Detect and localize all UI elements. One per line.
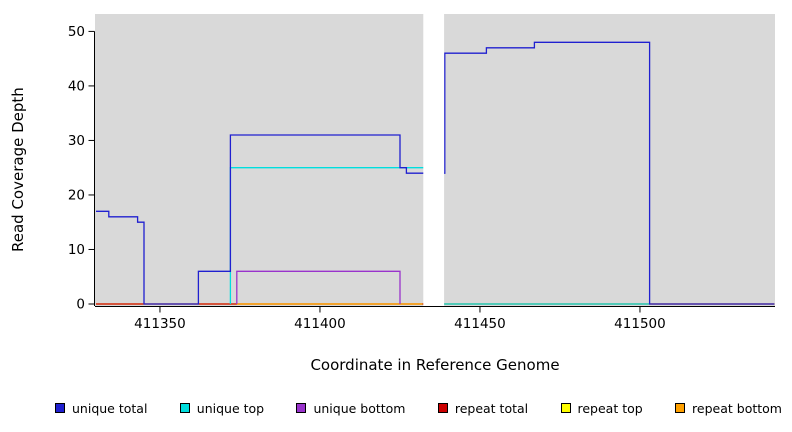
legend-item: unique bottom: [296, 400, 406, 416]
legend-item: repeat bottom: [675, 401, 782, 416]
masked-region: [423, 6, 445, 306]
x-tick-label: 411400: [294, 316, 346, 332]
x-tick-label: 411450: [454, 316, 506, 332]
legend-item: unique total: [55, 401, 147, 416]
legend-swatch: [296, 403, 307, 413]
y-tick-label: 0: [76, 297, 85, 313]
legend-swatch: [560, 403, 571, 413]
y-tick-label: 10: [68, 242, 85, 258]
legend-swatch: [675, 403, 686, 413]
legend-label: unique total: [72, 400, 148, 416]
legend-item: unique top: [179, 400, 265, 416]
legend-swatch: [55, 403, 65, 413]
x-tick-label: 411500: [614, 316, 666, 332]
legend-label: repeat total: [454, 400, 529, 416]
series-unique-total: [96, 41, 775, 305]
y-tick-label: 20: [68, 187, 85, 203]
legend-swatch: [179, 403, 190, 413]
legend-label: repeat bottom: [692, 400, 782, 416]
legend-label: unique top: [196, 400, 265, 416]
legend-swatch: [437, 403, 448, 413]
legend-item: repeat top: [560, 400, 643, 416]
y-tick-label: 40: [68, 78, 85, 94]
series-unique-bottom: [236, 270, 401, 304]
legend-item: repeat total: [437, 400, 529, 416]
legend: unique total unique top unique bottom repea…: [55, 397, 782, 419]
x-axis-title: Coordinate in Reference Genome: [310, 356, 560, 374]
y-tick-label: 50: [68, 24, 85, 40]
y-tick-label: 30: [68, 133, 85, 149]
y-axis-title: Read Coverage Depth: [9, 87, 27, 253]
legend-label: repeat top: [577, 400, 643, 416]
x-tick-label: 411350: [134, 316, 186, 332]
legend-label: unique bottom: [313, 400, 406, 416]
